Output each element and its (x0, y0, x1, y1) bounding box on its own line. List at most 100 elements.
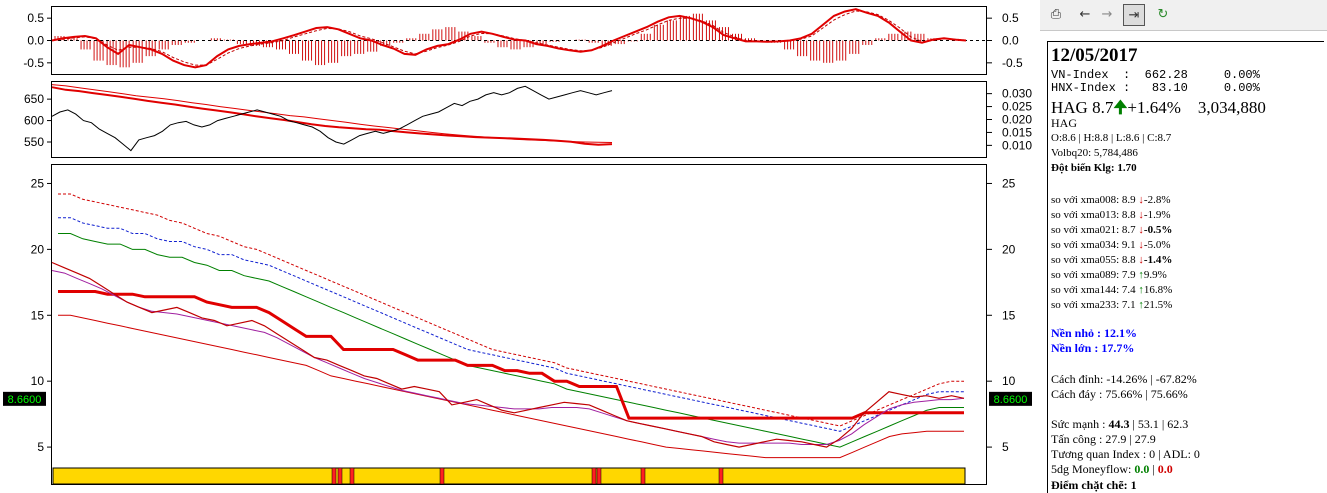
index-line (51, 85, 613, 152)
index-panel-frame (51, 81, 987, 158)
cach-dinh-row: Cách đỉnh: -14.26% | -67.82% (1051, 372, 1197, 386)
xma-label: so với xma034: 9.1 (1051, 239, 1139, 251)
index-ratio-line (51, 86, 613, 146)
signal-strip-mark (349, 467, 355, 485)
xma-row: so với xma008: 8.9 ↓-2.8% (1051, 194, 1170, 206)
xma-pct: -0.5% (1143, 224, 1173, 236)
suc-manh-value: 44.3 (1108, 417, 1130, 431)
tuong-quan-row: Tương quan Index : 0 | ADL: 0 (1051, 447, 1200, 461)
xma-pct: 9.9% (1143, 269, 1167, 281)
osc-tick-right: -0.5 (1002, 56, 1023, 70)
chart-svg[interactable]: 0.5 0.5 0.0 0.0 -0.5 -0.5 650 600 550 0.0300.025… (0, 0, 1040, 492)
xma-row: so với xma021: 8.7 ↓-0.5% (1051, 224, 1172, 236)
back-arrow-icon[interactable]: ← (1079, 7, 1091, 22)
price-line (51, 261, 965, 448)
band-outer-upper (58, 193, 964, 427)
xma-label: so với xma233: 7.1 (1051, 299, 1139, 311)
band-lower (58, 314, 964, 459)
support-line (58, 290, 964, 420)
price-tick-left: 25 (31, 176, 45, 190)
down-arrow-icon: ↓ (1138, 239, 1144, 251)
quote-price: 8.7 (1092, 98, 1114, 117)
last-price-label-right: 8.6600 (994, 394, 1028, 406)
tan-cong-row: Tấn công : 27.9 | 27.9 (1051, 432, 1156, 446)
xma-label: so với xma021: 8.7 (1051, 224, 1139, 236)
index-tick-right: 0.030 (1002, 87, 1032, 101)
osc-tick-left: -0.5 (23, 56, 44, 70)
price-tick-left: 20 (31, 242, 45, 256)
quote-row: HAG 8.7🠉+1.64% 3,034,880 (1051, 95, 1266, 124)
nen-lon-row: Nền lớn : 17.7% (1051, 341, 1135, 355)
chart-area[interactable]: 0.5 0.5 0.0 0.0 -0.5 -0.5 650 600 550 0.030 0.025… (0, 0, 1040, 492)
price-tick-left: 15 (31, 308, 45, 322)
volbq-row: Volbq20: 5,784,486 (1051, 147, 1138, 159)
dotbien-row: Đột biến Klg: 1.70 (1051, 162, 1137, 174)
xma-row: so với xma013: 8.8 ↓-1.9% (1051, 209, 1170, 221)
hnx-index-row: HNX-Index : 83.10 0.00% (1051, 81, 1260, 95)
xma-row: so với xma233: 7.1 ↑21.5% (1051, 299, 1172, 311)
suc-manh-label: Sức mạnh : (1051, 417, 1106, 431)
suc-manh-rest: | 53.1 | 62.3 (1132, 417, 1189, 431)
quote-volume: 3,034,880 (1197, 98, 1266, 117)
osc-main-line (51, 8, 967, 69)
band-inner-upper (58, 217, 964, 432)
price-panel: 25 25 20 20 15 15 10 10 5 5 8.6600 8.6600 (3, 176, 1032, 485)
index-ratio-ma-line (51, 84, 613, 143)
xma-pct: -2.8% (1143, 194, 1171, 206)
refresh-icon[interactable]: ↻ (1157, 7, 1169, 22)
quote-symbol: HAG (1051, 98, 1088, 117)
xma-pct: 21.5% (1143, 299, 1173, 311)
index-tick-left: 650 (24, 92, 44, 106)
osc-tick-left: 0.5 (27, 11, 44, 25)
price-tick-left: 10 (31, 374, 45, 388)
jump-end-icon[interactable]: ⇥ (1123, 4, 1145, 26)
index-tick-right: 0.020 (1002, 113, 1032, 127)
dotbien-label: Đột biến Klg: (1051, 162, 1115, 174)
band-green (58, 233, 964, 448)
osc-tick-right: 0.0 (1002, 34, 1019, 48)
signal-strip-mark (331, 467, 337, 485)
forward-arrow-icon[interactable]: → (1101, 7, 1113, 22)
price-tick-left: 5 (37, 440, 44, 454)
xma-pct: -1.4% (1143, 254, 1173, 266)
up-arrow-icon: ↑ (1138, 299, 1144, 311)
moneyflow-label: 5dg Moneyflow: (1051, 462, 1132, 476)
index-tick-right: 0.015 (1002, 125, 1032, 139)
xma-pct: -1.9% (1143, 209, 1171, 221)
diem-row: Điểm chặt chẽ: 1 (1051, 478, 1137, 493)
diem-label: Điểm chặt chẽ: (1051, 478, 1128, 492)
xma-label: so với xma089: 7.9 (1051, 269, 1139, 281)
xma-label: so với xma055: 8.8 (1051, 254, 1139, 266)
down-arrow-icon: ↓ (1138, 224, 1144, 236)
nen-nho-row: Nền nhỏ : 12.1% (1051, 326, 1138, 340)
price-tick-right: 20 (1002, 242, 1016, 256)
osc-signal-line (51, 10, 967, 66)
printer-icon[interactable]: ⎙ (1050, 7, 1062, 22)
price-tick-right: 10 (1002, 374, 1016, 388)
vn-index-row: VN-Index : 662.28 0.00% (1051, 68, 1260, 82)
index-tick-right: 0.010 (1002, 138, 1032, 152)
xma-pct: -5.0% (1143, 239, 1171, 251)
xma-row: so với xma055: 8.8 ↓-1.4% (1051, 254, 1172, 266)
symbol-label: HAG (1051, 116, 1077, 130)
index-tick-left: 550 (24, 135, 44, 149)
down-arrow-icon: ↓ (1138, 194, 1144, 206)
last-price-label-left: 8.6600 (8, 394, 42, 406)
up-arrow-icon: 🠉 (1113, 98, 1128, 117)
info-panel: 12/05/2017 VN-Index : 662.28 0.00% HNX-I… (1047, 41, 1324, 493)
signal-strip-mark (640, 467, 646, 485)
signal-strip-mark (718, 467, 724, 485)
price-tick-right: 15 (1002, 308, 1016, 322)
date-label: 12/05/2017 (1051, 45, 1138, 66)
ohlc-row: O:8.6 | H:8.8 | L:8.6 | C:8.7 (1051, 132, 1172, 144)
osc-tick-right: 0.5 (1002, 11, 1019, 25)
signal-strip-mark (439, 467, 445, 485)
signal-strip (52, 467, 966, 485)
moneyflow-b: 0.0 (1157, 462, 1173, 476)
moneyflow-row: 5dg Moneyflow: 0.0 | 0.0 (1051, 462, 1173, 477)
osc-tick-left: 0.0 (27, 34, 44, 48)
moneyflow-a: 0.0 (1134, 462, 1150, 476)
panel-frames (51, 6, 987, 485)
xma-row: so với xma034: 9.1 ↓-5.0% (1051, 239, 1170, 251)
signal-strip-mark (596, 467, 602, 485)
